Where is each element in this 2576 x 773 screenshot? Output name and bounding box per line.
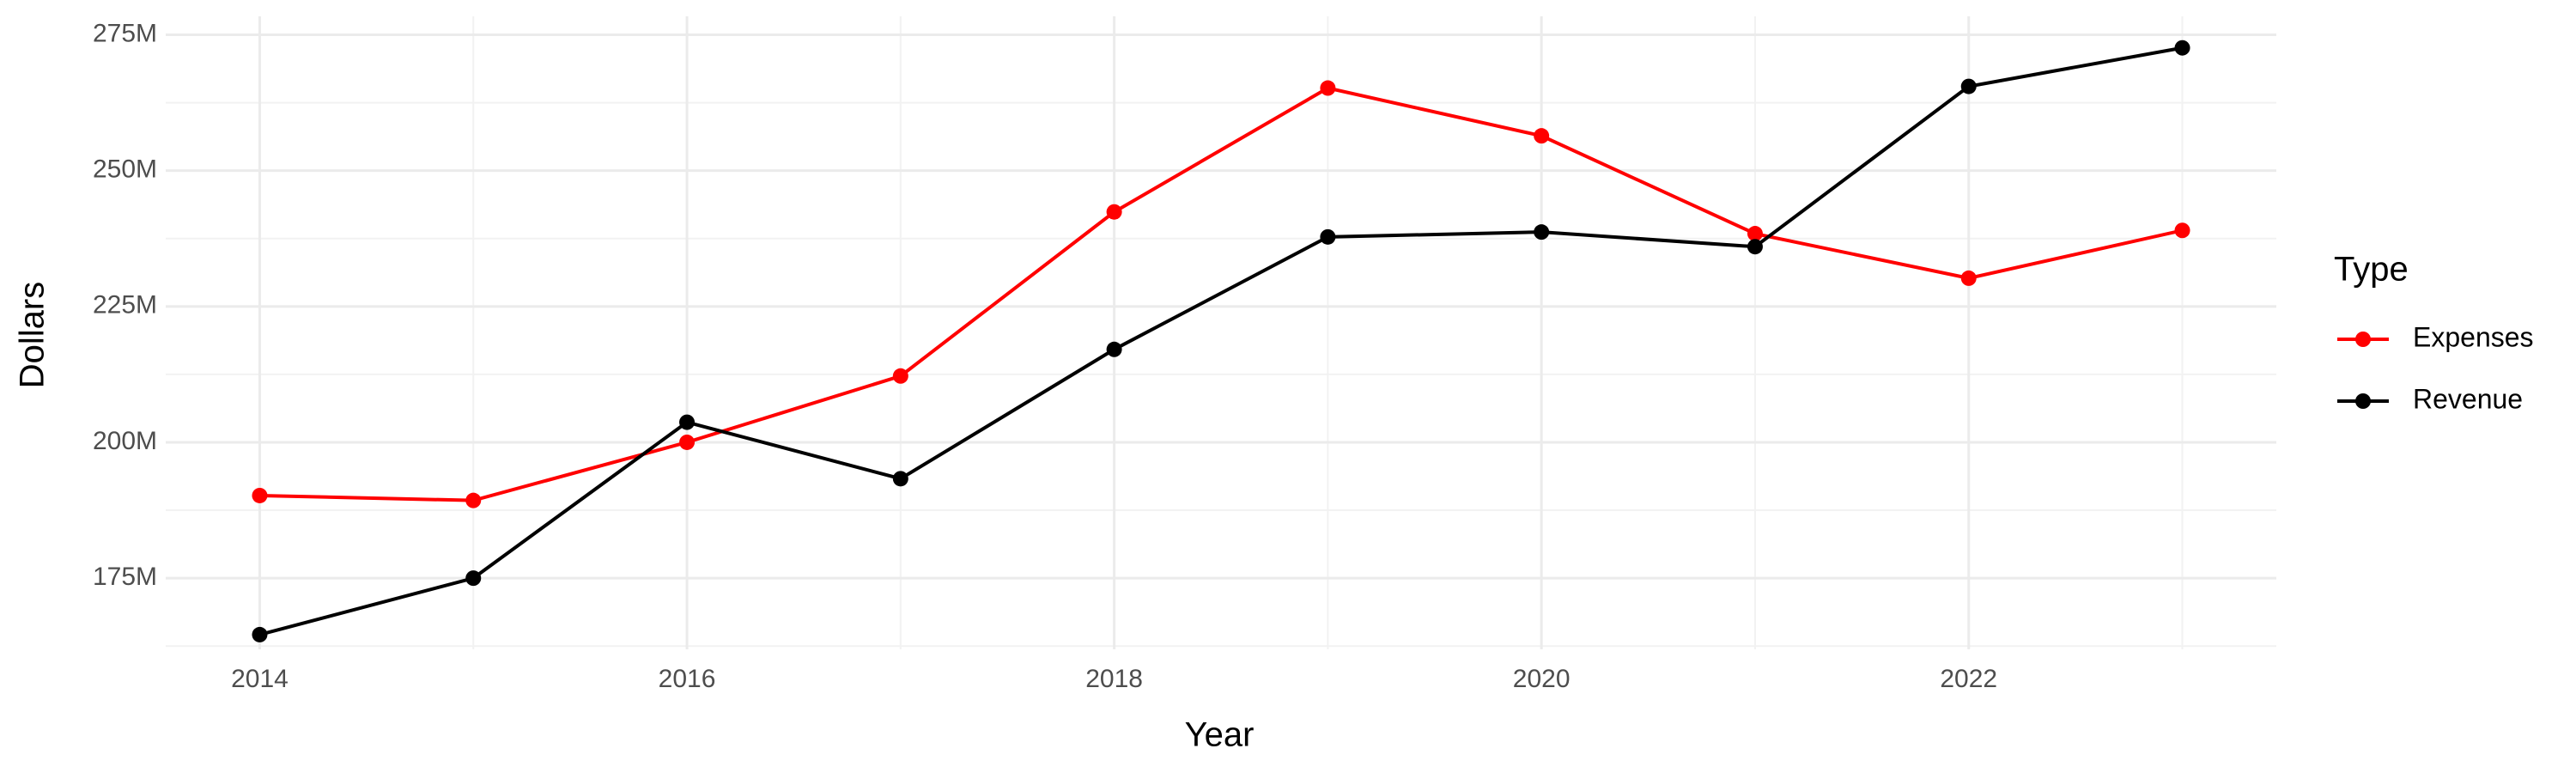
series-line — [259, 86, 2183, 502]
legend-title: Type — [2334, 251, 2409, 289]
data-point — [679, 414, 696, 430]
y-tick-label: 175M — [93, 563, 157, 591]
data-point — [1106, 341, 1122, 357]
data-point — [2174, 222, 2190, 239]
y-tick-label: 275M — [93, 19, 157, 47]
data-point — [892, 368, 908, 384]
data-point — [892, 471, 908, 487]
x-tick-label: 2018 — [1085, 665, 1143, 693]
data-point — [1534, 128, 1550, 144]
legend-key-point — [2355, 393, 2371, 409]
y-tick-label: 250M — [93, 155, 157, 184]
data-point — [1320, 228, 1336, 245]
legend-key-point — [2355, 332, 2371, 347]
data-point — [1747, 226, 1763, 242]
data-point — [1106, 204, 1122, 220]
data-point — [465, 570, 482, 587]
data-point — [1747, 239, 1763, 255]
data-point — [252, 487, 268, 503]
x-tick-label: 2014 — [231, 665, 289, 693]
y-tick-label: 225M — [93, 291, 157, 320]
data-point — [679, 434, 696, 450]
x-tick-label: 2016 — [659, 665, 716, 693]
y-axis-title: Dollars — [14, 282, 52, 388]
series-line — [258, 46, 2183, 636]
x-axis-title: Year — [1185, 716, 1255, 754]
x-tick-label: 2022 — [1940, 665, 1997, 693]
data-point — [2174, 40, 2190, 56]
data-point — [252, 626, 268, 642]
legend-label: Revenue — [2413, 383, 2523, 414]
y-tick-label: 200M — [93, 427, 157, 455]
data-point — [1960, 270, 1977, 286]
data-point — [1534, 224, 1550, 240]
data-point — [465, 492, 482, 508]
legend-label: Expenses — [2413, 321, 2534, 352]
x-tick-label: 2020 — [1513, 665, 1571, 693]
data-point — [1320, 80, 1336, 96]
data-point — [1960, 78, 1977, 94]
